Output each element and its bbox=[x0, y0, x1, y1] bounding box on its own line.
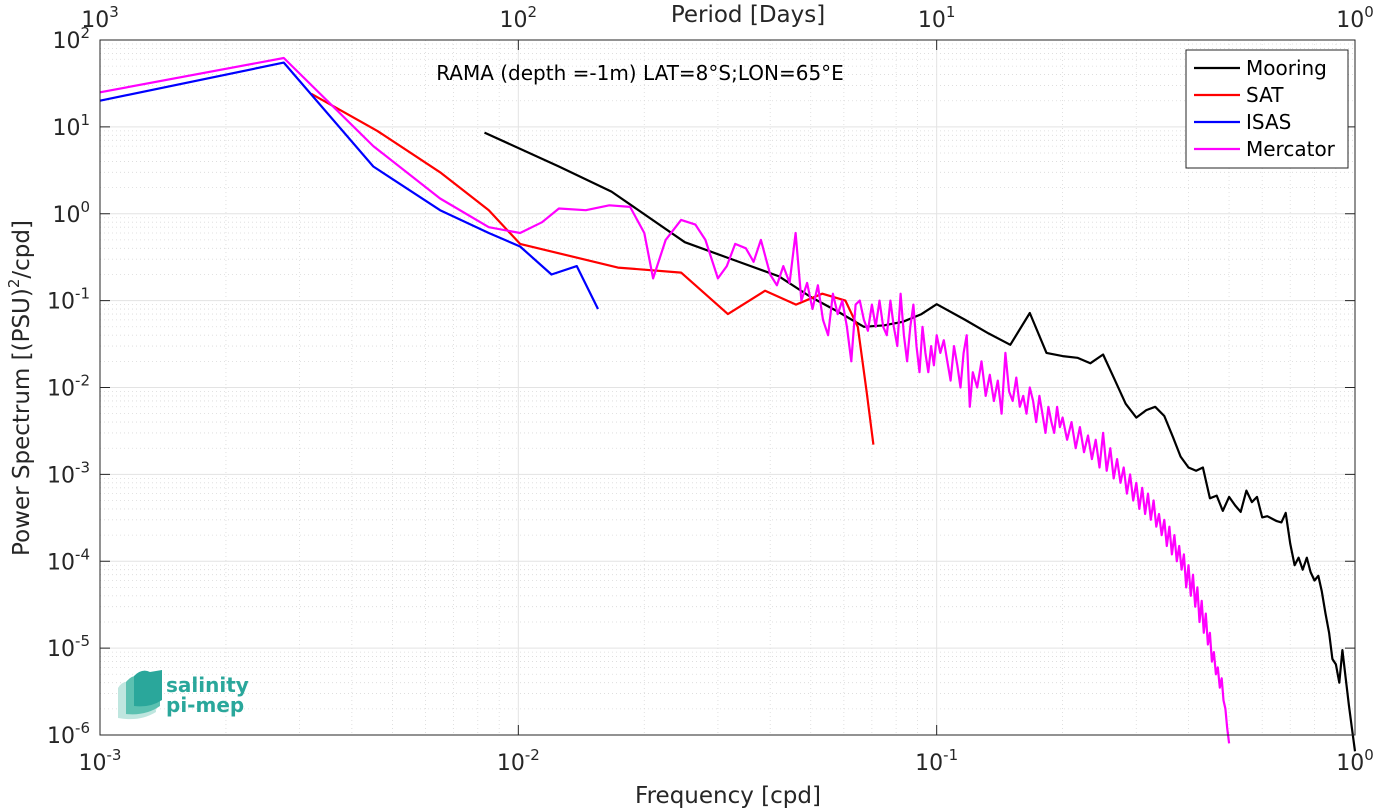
logo-wave-icon-3 bbox=[134, 670, 162, 707]
y-tick-label-exp: 2 bbox=[80, 24, 90, 42]
y-axis-label: Power Spectrum [(PSU)2/cpd] bbox=[5, 220, 35, 556]
top-tick-label-exp: 1 bbox=[946, 3, 956, 21]
logo-text-line1: salinity bbox=[166, 673, 249, 697]
legend-label-mooring: Mooring bbox=[1246, 56, 1327, 80]
x-tick-label-exp: -2 bbox=[525, 746, 540, 764]
y-axis-label-sup: 2 bbox=[5, 279, 23, 289]
series-layer bbox=[99, 56, 1357, 752]
series-line-mooring bbox=[484, 131, 1357, 752]
y-tick-label-base: 10 bbox=[47, 550, 75, 575]
top-tick-label-base: 10 bbox=[1336, 8, 1364, 33]
top-tick-label: 103 bbox=[81, 3, 119, 33]
y-axis-label-tail: /cpd] bbox=[9, 220, 35, 279]
y-axis-label-main: Power Spectrum [(PSU) bbox=[9, 288, 35, 556]
top-axis-label: Period [Days] bbox=[671, 2, 825, 28]
top-tick-label-exp: 2 bbox=[528, 3, 538, 21]
y-tick-label: 10-1 bbox=[47, 285, 90, 315]
top-tick-label-exp: 3 bbox=[109, 3, 119, 21]
x-tick-label-base: 10 bbox=[79, 751, 107, 776]
y-tick-label-exp: 1 bbox=[80, 111, 90, 129]
y-tick-label: 10-3 bbox=[47, 458, 90, 488]
legend-label-sat: SAT bbox=[1246, 83, 1284, 107]
y-tick-label-base: 10 bbox=[47, 377, 75, 402]
tick-marks bbox=[99, 39, 1356, 736]
x-tick-label-exp: -1 bbox=[943, 746, 958, 764]
top-tick-label-base: 10 bbox=[500, 8, 528, 33]
x-tick-label: 10-1 bbox=[915, 746, 958, 776]
y-tick-label: 10-6 bbox=[47, 719, 90, 749]
top-tick-label: 102 bbox=[500, 3, 538, 33]
legend: Mooring SAT ISAS Mercator bbox=[1185, 49, 1349, 169]
top-tick-label-exp: 0 bbox=[1364, 3, 1374, 21]
top-tick-label: 100 bbox=[1336, 3, 1374, 33]
x-tick-label: 10-2 bbox=[497, 746, 540, 776]
y-tick-label-base: 10 bbox=[52, 116, 80, 141]
logo-text-line2: pi-mep bbox=[166, 693, 244, 717]
x-tick-label-exp: -3 bbox=[107, 746, 122, 764]
series-line-mercator bbox=[99, 56, 1231, 744]
y-tick-label-exp: -5 bbox=[75, 632, 90, 650]
y-tick-label-exp: -2 bbox=[75, 372, 90, 390]
y-tick-label-exp: -4 bbox=[75, 545, 90, 563]
salinity-pi-mep-logo: salinity pi-mep bbox=[118, 670, 249, 720]
y-tick-label-exp: -6 bbox=[75, 719, 90, 737]
y-tick-label-exp: 0 bbox=[80, 198, 90, 216]
top-tick-label-base: 10 bbox=[81, 8, 109, 33]
legend-entries: Mooring SAT ISAS Mercator bbox=[1194, 56, 1336, 161]
x-tick-label: 100 bbox=[1336, 746, 1374, 776]
y-tick-label: 10-2 bbox=[47, 372, 90, 402]
chart-title: RAMA (depth =-1m) LAT=8°S;LON=65°E bbox=[436, 61, 844, 85]
y-tick-label-base: 10 bbox=[52, 29, 80, 54]
y-tick-label-base: 10 bbox=[47, 463, 75, 488]
top-tick-label-base: 10 bbox=[918, 8, 946, 33]
y-tick-label: 100 bbox=[52, 198, 90, 228]
series-line-isas bbox=[99, 61, 599, 310]
y-tick-label: 101 bbox=[52, 111, 90, 141]
top-tick-label: 101 bbox=[918, 3, 956, 33]
y-tick-label: 10-4 bbox=[47, 545, 90, 575]
y-tick-label-base: 10 bbox=[47, 724, 75, 749]
x-tick-label-exp: 0 bbox=[1364, 746, 1374, 764]
y-tick-label-base: 10 bbox=[47, 290, 75, 315]
y-tick-label-base: 10 bbox=[47, 637, 75, 662]
y-tick-label-base: 10 bbox=[52, 203, 80, 228]
x-tick-label-base: 10 bbox=[497, 751, 525, 776]
y-tick-label-exp: -3 bbox=[75, 458, 90, 476]
x-tick-label-base: 10 bbox=[1336, 751, 1364, 776]
y-tick-label: 10-5 bbox=[47, 632, 90, 662]
legend-label-mercator: Mercator bbox=[1246, 137, 1336, 161]
y-tick-label: 102 bbox=[52, 24, 90, 54]
y-tick-label-exp: -1 bbox=[75, 285, 90, 303]
x-tick-label-base: 10 bbox=[915, 751, 943, 776]
x-tick-label: 10-3 bbox=[79, 746, 122, 776]
legend-label-isas: ISAS bbox=[1246, 110, 1291, 134]
x-axis-label: Frequency [cpd] bbox=[635, 783, 821, 809]
